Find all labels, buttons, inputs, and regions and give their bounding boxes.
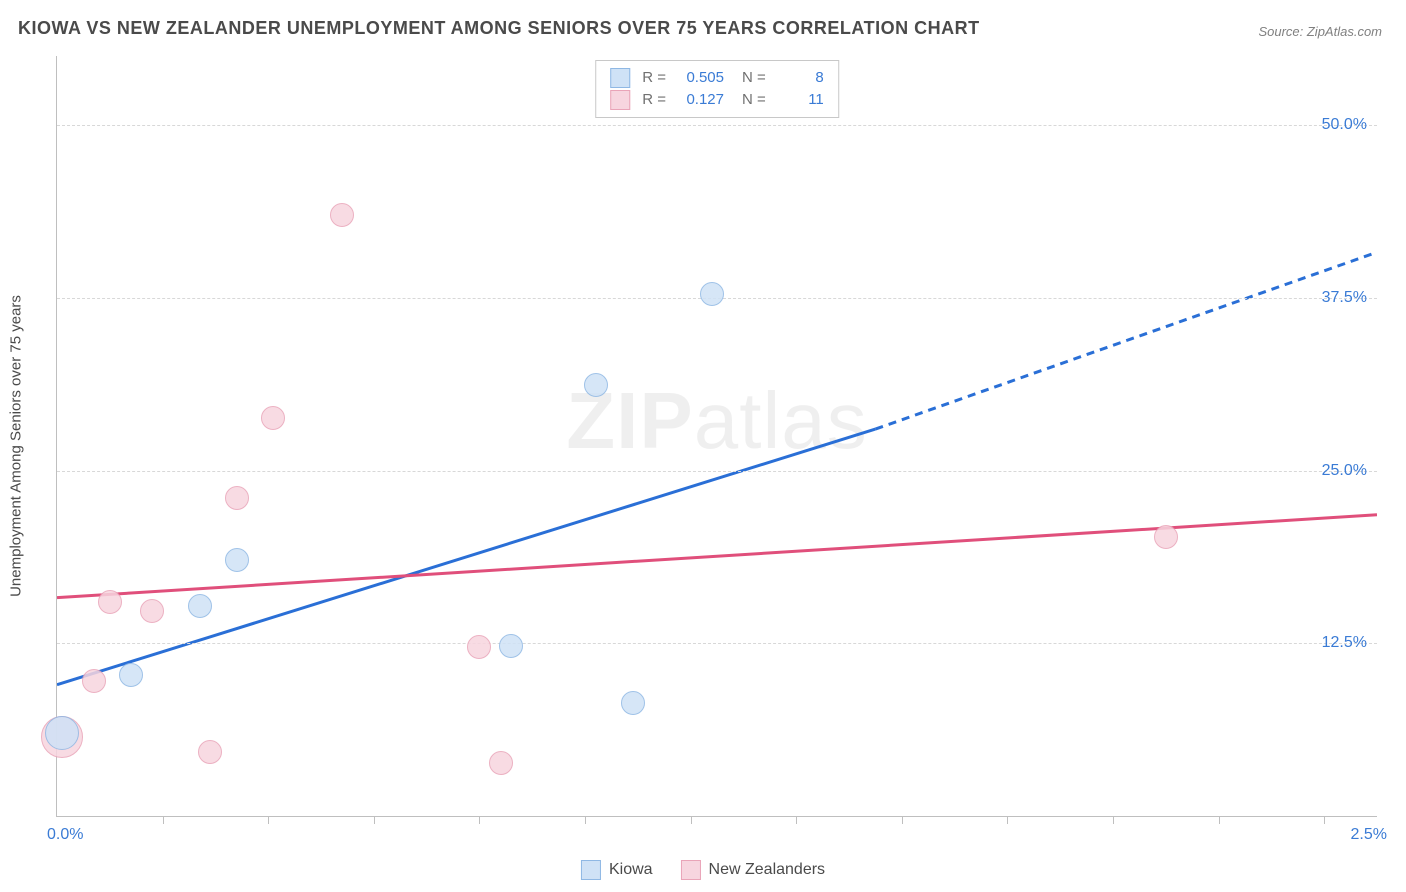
- nz-point: [330, 203, 354, 227]
- legend-swatch-kiowa: [581, 860, 601, 880]
- stat-row-nz: R = 0.127 N = 11: [610, 89, 824, 111]
- x-tick: [1113, 816, 1114, 824]
- kiowa-point: [225, 548, 249, 572]
- kiowa-point: [621, 691, 645, 715]
- swatch-nz: [610, 90, 630, 110]
- nz-point: [82, 669, 106, 693]
- x-axis-label-max: 2.5%: [1351, 826, 1387, 844]
- x-tick: [1007, 816, 1008, 824]
- legend-item-nz: New Zealanders: [681, 860, 826, 880]
- n-value-nz: 11: [774, 89, 824, 111]
- chart-title: KIOWA VS NEW ZEALANDER UNEMPLOYMENT AMON…: [18, 18, 980, 39]
- legend-label-nz: New Zealanders: [709, 861, 826, 879]
- nz-point: [225, 486, 249, 510]
- nz-point: [140, 599, 164, 623]
- nz-point: [1154, 525, 1178, 549]
- n-label: N =: [742, 89, 766, 111]
- r-value-kiowa: 0.505: [674, 67, 724, 89]
- nz-point: [198, 740, 222, 764]
- x-tick: [902, 816, 903, 824]
- n-value-kiowa: 8: [774, 67, 824, 89]
- y-tick-label: 25.0%: [1322, 462, 1367, 480]
- x-tick: [585, 816, 586, 824]
- x-tick: [163, 816, 164, 824]
- x-tick: [479, 816, 480, 824]
- nz-point: [467, 635, 491, 659]
- kiowa-point: [584, 373, 608, 397]
- kiowa-point: [45, 716, 79, 750]
- nz-point: [98, 590, 122, 614]
- kiowa-point: [188, 594, 212, 618]
- trend-line: [57, 429, 875, 685]
- y-tick-label: 12.5%: [1322, 634, 1367, 652]
- legend-item-kiowa: Kiowa: [581, 860, 653, 880]
- gridline: [57, 643, 1377, 644]
- swatch-kiowa: [610, 68, 630, 88]
- r-label: R =: [642, 89, 666, 111]
- x-tick: [268, 816, 269, 824]
- kiowa-point: [499, 634, 523, 658]
- r-label: R =: [642, 67, 666, 89]
- legend-swatch-nz: [681, 860, 701, 880]
- plot-area: ZIPatlas R = 0.505 N = 8 R = 0.127 N = 1…: [56, 56, 1377, 817]
- gridline: [57, 471, 1377, 472]
- source-label: Source: ZipAtlas.com: [1258, 24, 1382, 39]
- nz-point: [261, 406, 285, 430]
- trend-line: [875, 252, 1377, 429]
- y-axis-title: Unemployment Among Seniors over 75 years: [8, 295, 25, 597]
- x-tick: [1219, 816, 1220, 824]
- r-value-nz: 0.127: [674, 89, 724, 111]
- n-label: N =: [742, 67, 766, 89]
- y-tick-label: 50.0%: [1322, 116, 1367, 134]
- x-tick: [796, 816, 797, 824]
- trend-lines-svg: [57, 56, 1377, 816]
- y-tick-label: 37.5%: [1322, 289, 1367, 307]
- trend-line: [57, 515, 1377, 598]
- kiowa-point: [119, 663, 143, 687]
- correlation-stat-box: R = 0.505 N = 8 R = 0.127 N = 11: [595, 60, 839, 118]
- legend-label-kiowa: Kiowa: [609, 861, 653, 879]
- watermark-rest: atlas: [694, 376, 868, 465]
- x-tick: [374, 816, 375, 824]
- watermark: ZIPatlas: [566, 375, 867, 467]
- nz-point: [489, 751, 513, 775]
- gridline: [57, 125, 1377, 126]
- x-tick: [1324, 816, 1325, 824]
- legend: Kiowa New Zealanders: [581, 860, 825, 880]
- x-tick: [691, 816, 692, 824]
- kiowa-point: [700, 282, 724, 306]
- stat-row-kiowa: R = 0.505 N = 8: [610, 67, 824, 89]
- x-axis-label-min: 0.0%: [47, 826, 83, 844]
